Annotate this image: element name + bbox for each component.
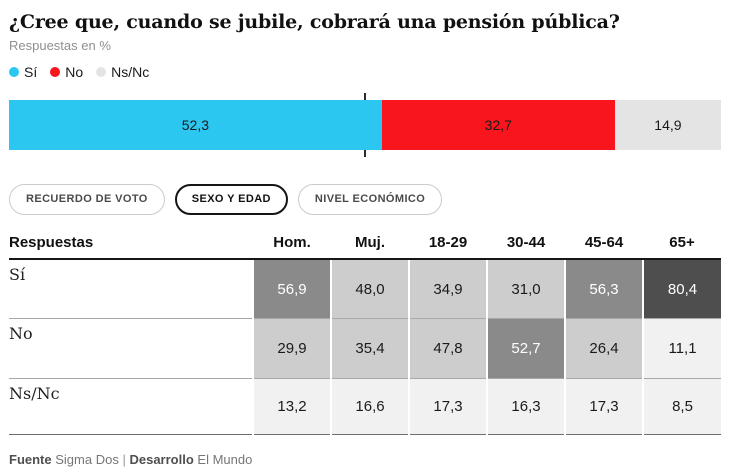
tab-sexo-y-edad[interactable]: SEXO Y EDAD: [174, 183, 288, 215]
heatmap-cell: 34,9: [408, 258, 487, 319]
bar-segment-yes: 52,3: [9, 99, 382, 150]
bar-segment-nsnc: 14,9: [614, 99, 721, 150]
row-label-nsnc: Ns/Nc: [9, 378, 253, 436]
heatmap-cell: 8,5: [642, 378, 721, 436]
developer-label: Desarrollo: [129, 452, 194, 468]
table-row-yes: Sí 56,9 48,0 34,9 31,0 56,3 80,4: [9, 258, 721, 319]
infographic: ¿Cree que, cuando se jubile, cobrará una…: [9, 0, 721, 467]
fifty-percent-tick-bottom: [364, 149, 366, 157]
legend-label-no: No: [65, 63, 84, 80]
heatmap-cell: 80,4: [642, 258, 721, 319]
heatmap-cell: 56,9: [252, 258, 331, 319]
footer-separator: |: [122, 452, 126, 468]
source-credit: Fuente Sigma Dos | Desarrollo El Mundo: [9, 452, 721, 467]
column-header-hom: Hom.: [253, 233, 331, 260]
tab-nivel-economico[interactable]: NIVEL ECONÓMICO: [297, 183, 443, 215]
heatmap-cell: 17,3: [408, 378, 487, 436]
row-label-no: No: [9, 318, 253, 379]
column-header-65plus: 65+: [643, 233, 721, 260]
tab-recuerdo-de-voto[interactable]: RECUERDO DE VOTO: [9, 183, 165, 215]
column-header-18-29: 18-29: [409, 233, 487, 260]
yes-color-dot-icon: [9, 66, 19, 77]
heatmap-cell: 16,3: [486, 378, 565, 436]
row-label-yes: Sí: [9, 264, 26, 284]
column-header-45-64: 45-64: [565, 233, 643, 260]
heatmap-cell: 48,0: [330, 258, 409, 319]
source-label: Fuente: [9, 452, 52, 468]
bar-segment-no: 32,7: [381, 99, 615, 150]
bar-value-nsnc: 14,9: [654, 116, 682, 133]
table-header-row: Respuestas Hom. Muj. 18-29 30-44 45-64 6…: [9, 233, 721, 260]
bar-value-no: 32,7: [484, 116, 512, 133]
legend-label-nsnc: Ns/Nc: [111, 63, 150, 80]
table-row-nsnc: Ns/Nc 13,2 16,6 17,3 16,3 17,3 8,5: [9, 378, 721, 436]
legend-item-yes: Sí: [9, 64, 37, 80]
column-header-muj: Muj.: [331, 233, 409, 260]
heatmap-cell: 11,1: [642, 318, 721, 379]
legend: Sí No Ns/Nc: [9, 64, 721, 80]
column-header-respuestas: Respuestas: [9, 233, 253, 260]
stacked-bar-area: 52,3 32,7 14,9: [9, 92, 721, 158]
heatmap-cell: 31,0: [486, 258, 565, 319]
stacked-bar: 52,3 32,7 14,9: [9, 99, 721, 150]
page-subtitle: Respuestas en %: [9, 37, 111, 53]
bar-value-yes: 52,3: [181, 116, 209, 133]
source-value: Sigma Dos: [55, 452, 119, 468]
heatmap-cell: 47,8: [408, 318, 487, 379]
column-header-30-44: 30-44: [487, 233, 565, 260]
tab-bar: RECUERDO DE VOTO SEXO Y EDAD NIVEL ECONÓ…: [9, 183, 721, 215]
nsnc-color-dot-icon: [96, 66, 107, 77]
table-row-no: No 29,9 35,4 47,8 52,7 26,4 11,1: [9, 318, 721, 379]
legend-item-nsnc: Ns/Nc: [96, 64, 149, 80]
heatmap-cell: 56,3: [564, 258, 643, 319]
heatmap-cell: 52,7: [486, 318, 565, 379]
heatmap-cell: 29,9: [252, 318, 331, 379]
page-title: ¿Cree que, cuando se jubile, cobrará una…: [9, 11, 620, 33]
heatmap-cell: 26,4: [564, 318, 643, 379]
results-table: Respuestas Hom. Muj. 18-29 30-44 45-64 6…: [9, 233, 721, 436]
legend-label-yes: Sí: [24, 63, 38, 80]
heatmap-cell: 35,4: [330, 318, 409, 379]
heatmap-cell: 17,3: [564, 378, 643, 436]
heatmap-cell: 13,2: [252, 378, 331, 436]
fifty-percent-tick-top: [364, 92, 366, 100]
legend-item-no: No: [50, 64, 83, 80]
no-color-dot-icon: [50, 66, 61, 77]
developer-value: El Mundo: [197, 452, 253, 468]
heatmap-cell: 16,6: [330, 378, 409, 436]
